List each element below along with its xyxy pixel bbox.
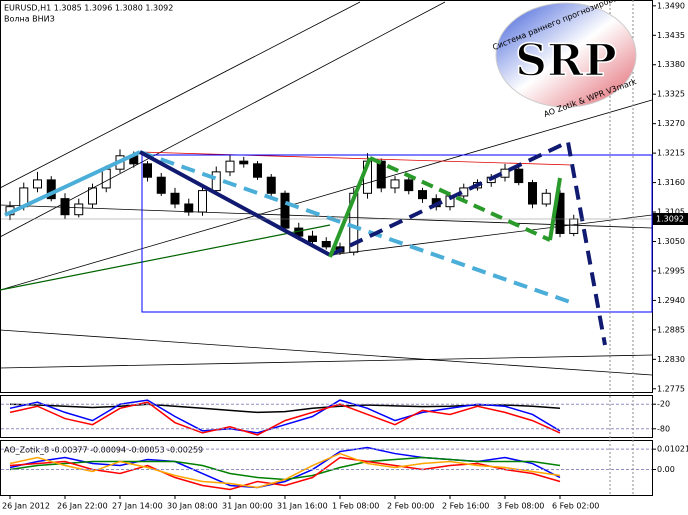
candle-body [33,179,42,189]
candle-body [101,168,111,189]
x-tick-label: 6 Feb 02:00 [552,502,599,511]
candle-body [46,179,56,200]
y-tick-label: -80 [657,424,670,433]
x-tick-label: 2 Feb 16:00 [442,502,489,511]
y-tick-label: 1.3050 [657,237,685,246]
x-tick-label: 2 Feb 00:00 [387,502,434,511]
chart-title: EURUSD,H1 1.3085 1.3096 1.3080 1.3092 [4,4,173,13]
y-tick-label: 1.2885 [657,325,685,334]
candle-body [514,168,524,184]
candle-body [225,160,235,173]
y-tick-label: 1.2995 [657,266,685,275]
y-tick-label: 1.3490 [657,1,685,10]
candle-body [376,160,386,189]
indicator-line [9,401,561,436]
y-tick-label: 1.3215 [657,149,685,158]
candle-body [60,198,70,216]
x-tick-label: 30 Jan 08:00 [167,502,218,511]
y-tick-label: -20 [657,400,670,409]
candle-body [390,179,400,189]
y-tick-label: 1.3325 [657,90,685,99]
candle-body [418,190,427,200]
drawings [0,0,653,495]
indicator-line [9,452,561,489]
candle-body [143,163,152,178]
ao-title: AO_Zotik_8 -0.00377 -0.00094 -0.00053 -0… [4,446,203,455]
candle-body [198,190,207,213]
indicator-line [9,399,561,434]
candle-body [528,182,537,205]
y-tick-label: 0.01021 [657,445,688,454]
y-tick-label: 1.3270 [657,119,685,128]
chart-subtitle: Волна ВНИЗ [4,15,55,24]
candle-body [404,179,414,192]
y-tick-label: 1.3160 [657,178,685,187]
x-tick-label: 31 Jan 00:00 [222,502,273,511]
candle-body [280,192,290,229]
candle-body [211,171,221,192]
logo-title: SRP [515,36,616,87]
y-tick-label: 1.2940 [657,296,685,305]
candle-body [569,218,579,234]
y-tick-label: 1.2830 [657,355,685,364]
candle-body [308,235,317,242]
current-price-label: 1.3092 [656,214,684,223]
candle-body [541,192,551,205]
candle-body [321,240,331,248]
y-tick-label: 1.3380 [657,60,685,69]
x-tick-label: 26 Jan 2012 [2,502,50,511]
y-tick-label: 1.3435 [657,31,685,40]
y-tick-label: 0.00 [657,465,675,474]
candle-body [156,176,166,194]
x-tick-label: 27 Jan 14:00 [112,502,163,511]
x-tick-label: 26 Jan 22:00 [57,502,108,511]
x-tick-label: 1 Feb 08:00 [332,502,379,511]
current-price-box [653,212,688,225]
candle-body [253,163,262,178]
candle-body [184,203,194,213]
candle-body [239,160,249,165]
x-tick-label: 3 Feb 08:00 [497,502,544,511]
y-tick-label: 1.3105 [657,208,685,217]
x-tick-label: 31 Jan 16:00 [277,502,328,511]
candle-body [500,168,510,178]
candle-body [74,203,84,216]
wpr-panel [0,395,653,438]
candle-body [88,187,97,205]
candle-body [170,192,180,205]
y-tick-label: 1.2775 [657,384,685,393]
candle-body [266,176,276,194]
